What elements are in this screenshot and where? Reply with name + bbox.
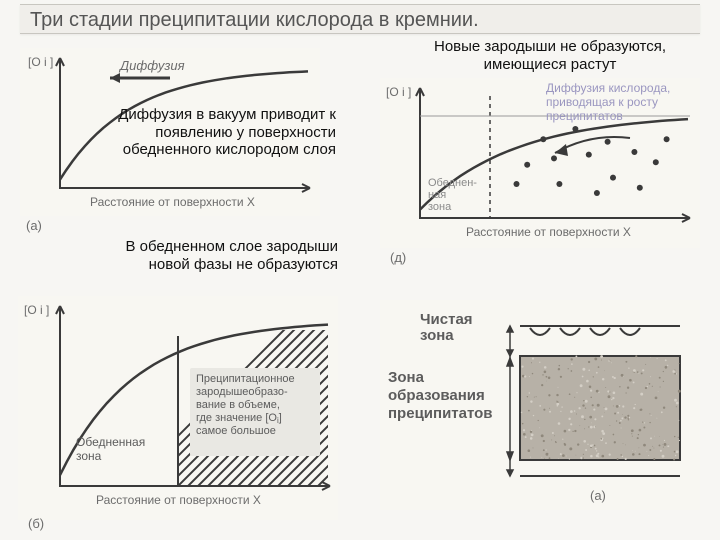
panel-a-label: (а) (26, 218, 42, 233)
panel-b-ylabel: [O i ] (24, 303, 49, 317)
panel-a-ylabel: [O i ] (28, 55, 53, 69)
page-title: Три стадии преципитации кислорода в крем… (20, 4, 700, 34)
panel-d-label: (д) (390, 250, 406, 265)
panel-b-xlabel: Расстояние от поверхности X (96, 493, 261, 507)
annotation-panel-a: Диффузия в вакуум приводит к появлению у… (66, 106, 336, 159)
annotation-panel-d: Новые зародыши не образуются, имеющиеся … (430, 38, 670, 73)
panel-cross-diagram: Чистая зона Зона образования преципитато… (380, 300, 700, 510)
panel-b-label: (б) (28, 516, 44, 531)
panel-d-curve-label: Диффузия кислорода,приводящая к роступре… (546, 82, 706, 123)
panel-d-ylabel: [O i ] (386, 85, 411, 99)
panel-cross-label: (a) (590, 488, 606, 503)
panel-a-xlabel: Расстояние от поверхности X (90, 195, 255, 209)
annotation-panel-b: В обедненном слое зародыши новой фазы не… (88, 238, 338, 273)
panel-a-arrow-label: Диффузия (118, 58, 185, 73)
panel-d-xlabel: Расстояние от поверхности X (466, 225, 631, 239)
panel-b-chart: [O i ] Расстояние от поверхности X Обедн… (18, 296, 338, 520)
